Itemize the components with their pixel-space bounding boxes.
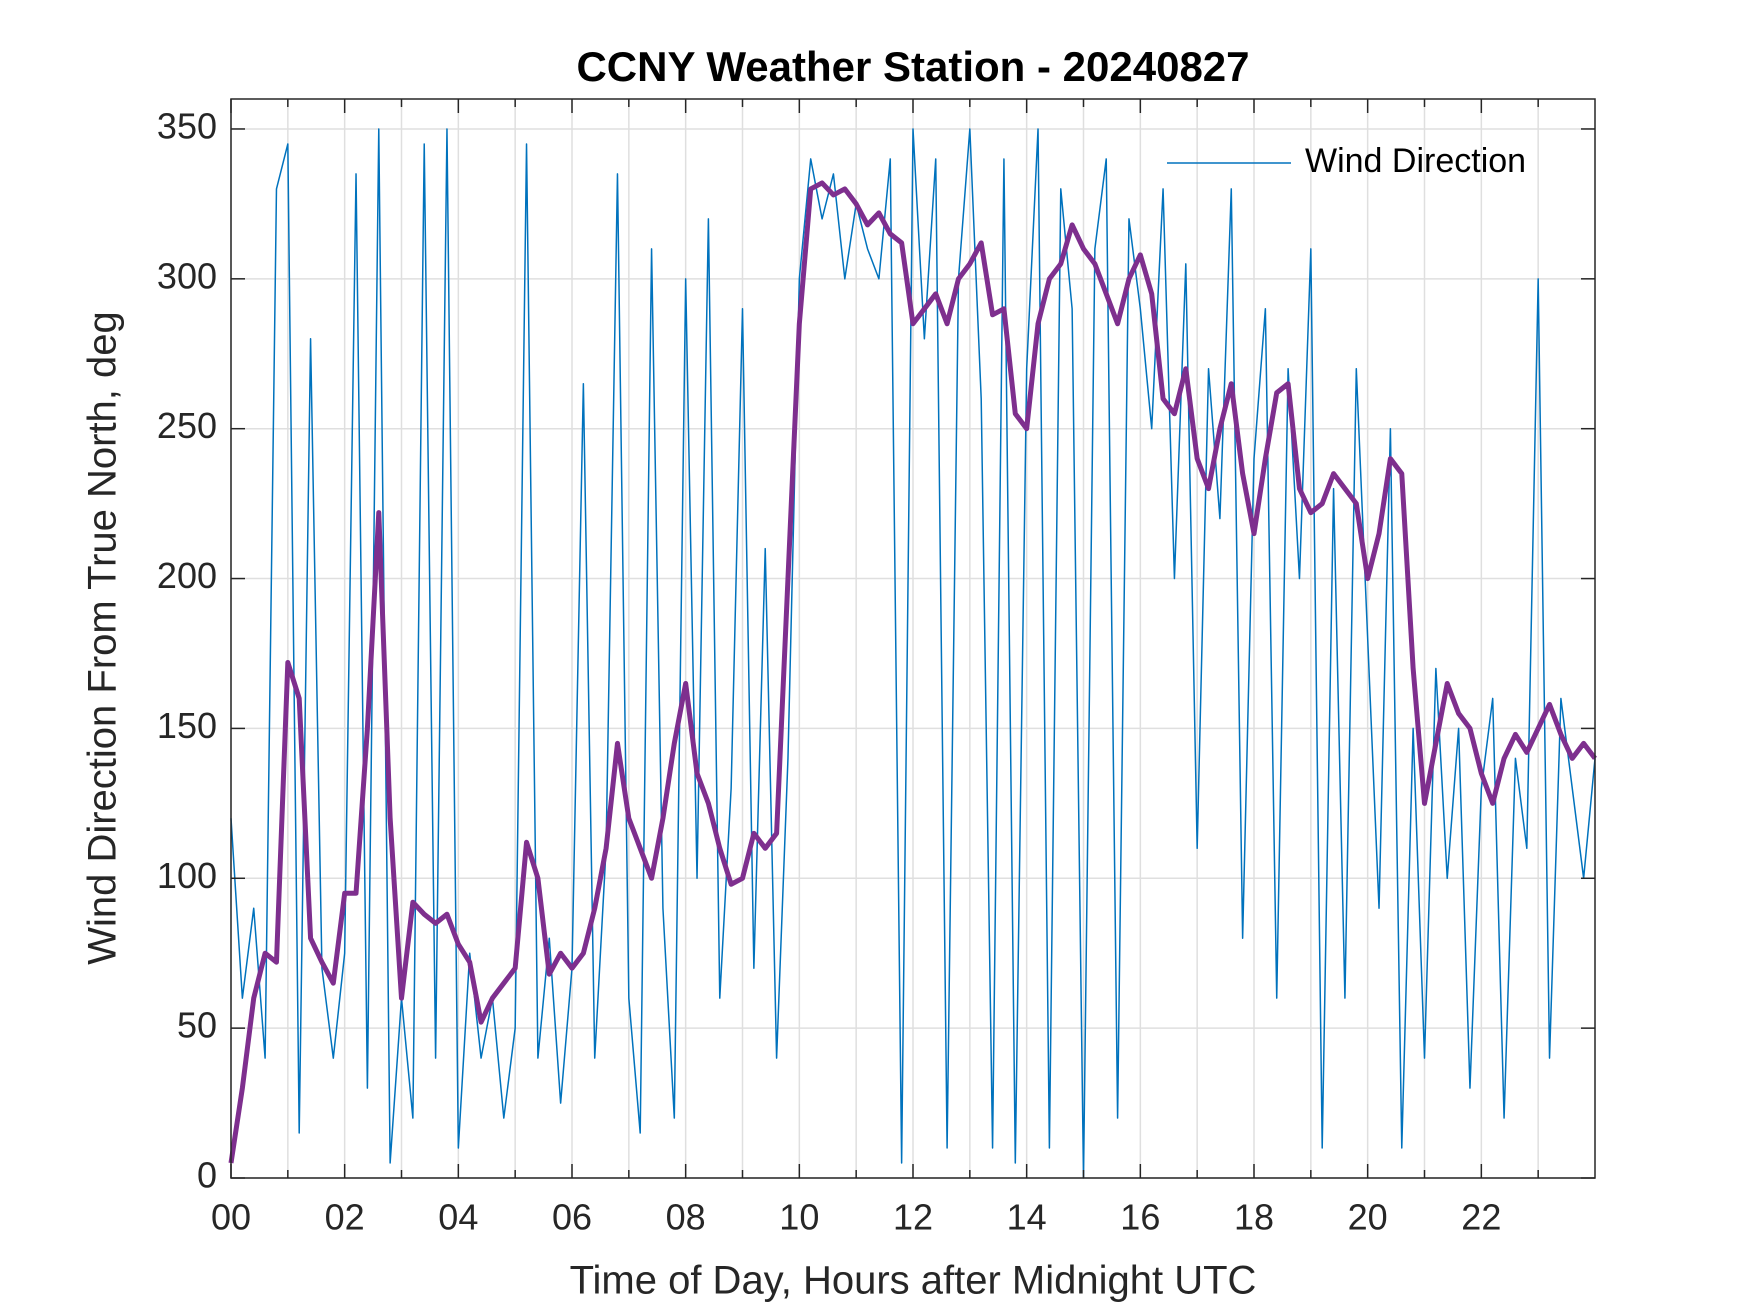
y-tick-label: 250: [157, 405, 217, 446]
y-tick-label: 0: [197, 1155, 217, 1196]
x-tick-label: 08: [666, 1197, 706, 1238]
x-tick-label: 10: [779, 1197, 819, 1238]
x-tick-label: 04: [438, 1197, 478, 1238]
y-tick-label: 50: [177, 1005, 217, 1046]
chart-title: CCNY Weather Station - 20240827: [576, 43, 1249, 90]
x-tick-label: 12: [893, 1197, 933, 1238]
x-tick-label: 18: [1234, 1197, 1274, 1238]
x-axis-label: Time of Day, Hours after Midnight UTC: [570, 1259, 1257, 1303]
y-tick-label: 100: [157, 855, 217, 896]
x-tick-label: 22: [1461, 1197, 1501, 1238]
x-tick-label: 00: [211, 1197, 251, 1238]
y-axis-label: Wind Direction From True North, deg: [81, 311, 125, 965]
x-tick-label: 14: [1007, 1197, 1047, 1238]
y-tick-label: 150: [157, 705, 217, 746]
x-tick-label: 06: [552, 1197, 592, 1238]
legend-label: Wind Direction: [1305, 142, 1526, 180]
y-tick-label: 200: [157, 555, 217, 596]
x-tick-label: 16: [1120, 1197, 1160, 1238]
x-tick-label: 20: [1348, 1197, 1388, 1238]
data-line: [230, 128, 1596, 1179]
data-line: [228, 180, 1597, 1164]
x-tick-label: 02: [325, 1197, 365, 1238]
y-tick-label: 300: [157, 255, 217, 296]
y-tick-label: 350: [157, 105, 217, 146]
